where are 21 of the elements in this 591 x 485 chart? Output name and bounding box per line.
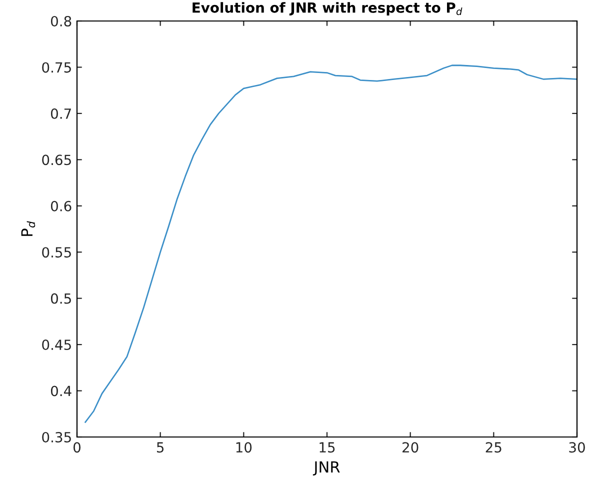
y-tick-label: 0.35 [42,432,71,442]
y-tick-label: 0.7 [50,108,71,119]
x-tick-label: 25 [486,442,502,453]
chart-title: Evolution of JNR with respect to P$_{d}$ [192,2,462,16]
x-tick-label: 5 [156,442,164,453]
y-tick-label: 0.5 [50,293,71,304]
y-tick-label: 0.8 [50,16,72,26]
x-axis-title: JNR [312,461,340,476]
y-tick-label: 0.55 [42,247,71,258]
y-tick-label: 0.6 [50,200,72,212]
x-tick-label: 20 [402,442,418,453]
y-tick-label: 0.45 [42,340,71,350]
line-series [84,64,577,423]
y-axis-title: P$_{d}$ [21,221,36,236]
y-tick-label: 0.4 [50,386,72,396]
x-tick-label: 0 [73,442,80,453]
x-tick-label: 10 [236,442,252,453]
x-tick-label: 15 [320,442,335,453]
x-tick-label: 30 [569,442,585,453]
y-tick-label: 0.65 [42,154,71,166]
y-tick-label: 0.75 [42,62,71,73]
